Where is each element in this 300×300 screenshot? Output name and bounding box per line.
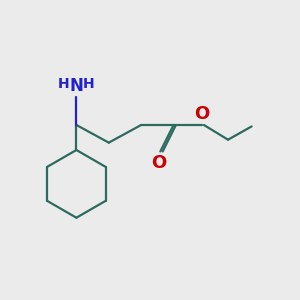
Text: N: N — [70, 77, 83, 95]
Text: H: H — [83, 77, 94, 91]
Text: O: O — [194, 105, 209, 123]
Text: H: H — [58, 77, 70, 91]
Text: O: O — [151, 154, 166, 172]
